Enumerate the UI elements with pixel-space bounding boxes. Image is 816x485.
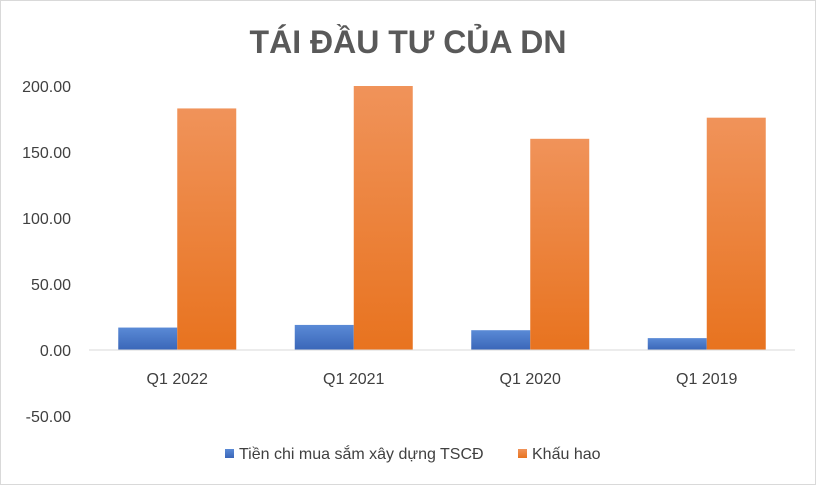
bar-khau-hao	[353, 86, 413, 350]
legend-swatch	[225, 449, 234, 458]
bar-tien-chi	[294, 324, 354, 350]
bar-khau-hao	[530, 138, 590, 350]
y-axis: 200.00 150.00 100.00 50.00 0.00 -50.00	[22, 79, 71, 426]
y-tick-label: 50.00	[31, 277, 71, 294]
bar-tien-chi	[471, 330, 531, 350]
bar-khau-hao	[706, 117, 766, 351]
bar-tien-chi	[118, 327, 178, 350]
x-tick-label: Q1 2019	[676, 371, 737, 388]
legend-label: Tiền chi mua sắm xây dựng TSCĐ	[239, 444, 484, 463]
x-axis: Q1 2022 Q1 2021 Q1 2020 Q1 2019	[147, 371, 738, 388]
y-tick-label: 150.00	[22, 145, 71, 162]
y-tick-label: 200.00	[22, 79, 71, 96]
y-tick-label: -50.00	[26, 409, 71, 426]
chart-title: TÁI ĐẦU TƯ CỦA DN	[250, 24, 567, 60]
y-tick-label: 0.00	[40, 343, 71, 360]
y-tick-label: 100.00	[22, 211, 71, 228]
x-tick-label: Q1 2020	[500, 371, 561, 388]
bar-tien-chi	[647, 338, 707, 350]
legend-swatch	[518, 449, 527, 458]
x-tick-label: Q1 2021	[323, 371, 384, 388]
legend-label: Khấu hao	[532, 446, 601, 463]
bar-khau-hao	[177, 108, 237, 350]
legend: Tiền chi mua sắm xây dựng TSCĐ Khấu hao	[225, 444, 601, 463]
bars-group	[89, 86, 795, 351]
x-tick-label: Q1 2022	[147, 371, 208, 388]
